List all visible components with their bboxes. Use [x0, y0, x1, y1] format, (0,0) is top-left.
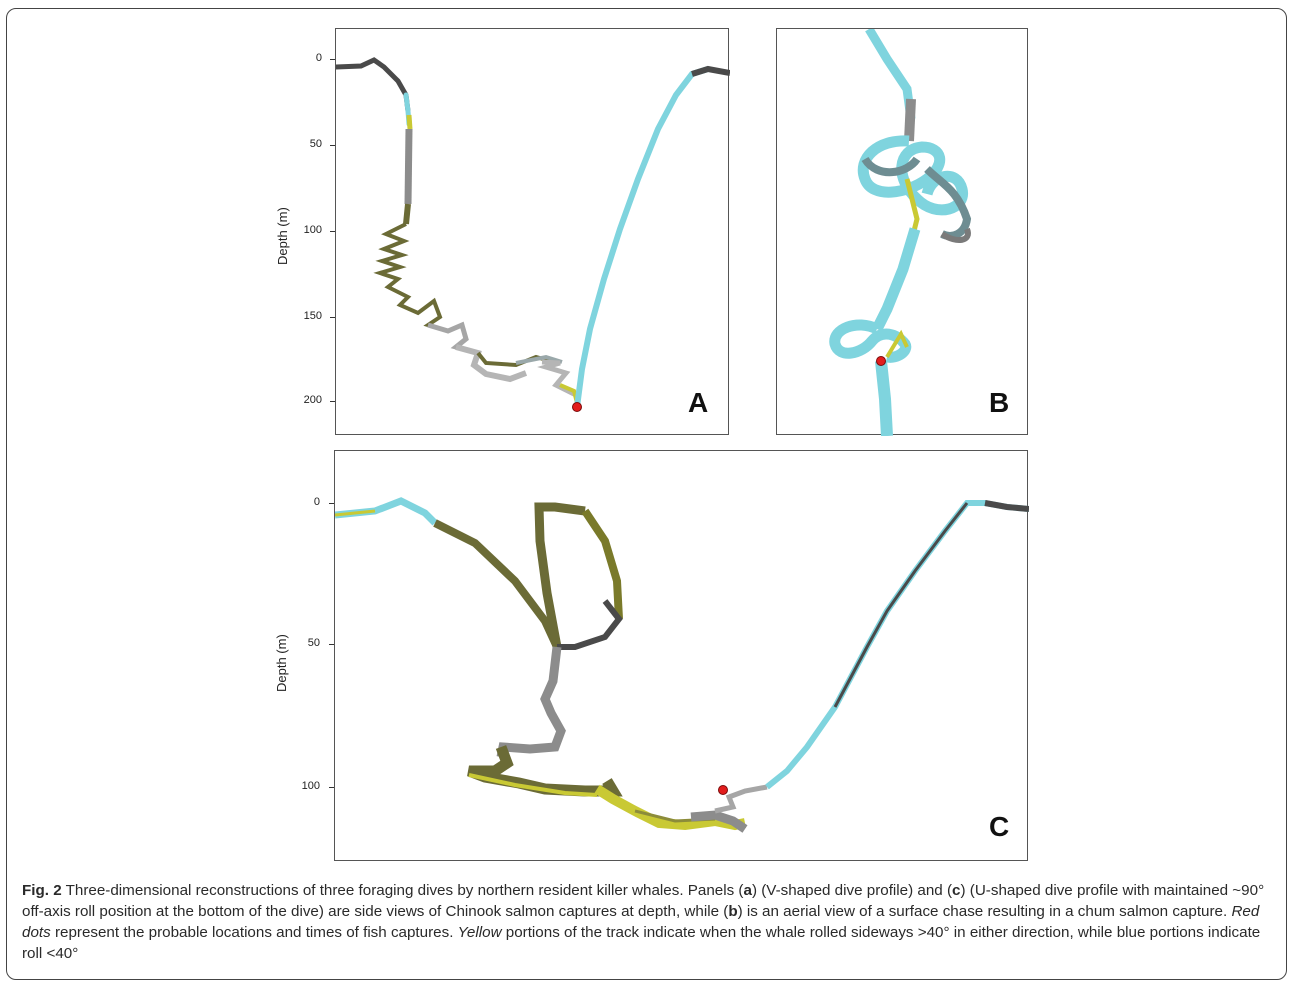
panel-c-capture-dot — [718, 785, 728, 795]
panel-c-track — [335, 497, 1029, 833]
caption-text: portions of the track indicate when the … — [22, 924, 1261, 962]
caption-ref-b: b — [728, 903, 738, 920]
panel-b-capture-dot — [876, 356, 886, 366]
caption-red-dots: Red dots — [22, 903, 1260, 941]
panel-c-letter: C — [989, 811, 1010, 842]
panel-c-tick: 100 — [301, 780, 320, 792]
caption-yellow: Yellow — [457, 924, 502, 941]
caption-text: ) (U-shaped dive profile with maintained… — [22, 882, 1265, 920]
caption-ref-a: a — [743, 882, 752, 899]
caption-text: ) is an aerial view of a surface chase r… — [737, 903, 1232, 920]
panel-a-tick: 150 — [303, 310, 322, 322]
panel-a-ylabel: Depth (m) — [275, 207, 290, 265]
panel-a-tick: 50 — [309, 138, 322, 150]
caption-text: ) (V-shaped dive profile) and ( — [751, 882, 953, 899]
caption-text: Three-dimensional reconstructions of thr… — [61, 882, 744, 899]
panel-a-capture-dot — [572, 402, 582, 412]
panel-a-tick: 0 — [315, 52, 322, 64]
panel-a-letter: A — [688, 387, 709, 418]
panel-a-tick: 200 — [303, 394, 322, 406]
figure-frame — [6, 8, 1287, 980]
caption-fig-label: Fig. 2 — [22, 882, 62, 899]
figure-caption: Fig. 2 Three-dimensional reconstructions… — [22, 880, 1277, 964]
panel-a-track — [336, 57, 730, 412]
panel-a: A — [335, 28, 730, 435]
panel-b-track — [829, 29, 972, 436]
panel-b-letter: B — [989, 387, 1010, 418]
caption-text: represent the probable locations and tim… — [50, 924, 458, 941]
panel-c-tick: 50 — [307, 637, 320, 649]
panel-c-tick: 0 — [313, 496, 320, 508]
panel-a-tick: 100 — [303, 224, 322, 236]
panel-c-ylabel: Depth (m) — [274, 634, 289, 692]
caption-ref-c: c — [952, 882, 961, 899]
panel-c: C — [334, 450, 1029, 861]
panel-b: B — [776, 28, 1028, 436]
